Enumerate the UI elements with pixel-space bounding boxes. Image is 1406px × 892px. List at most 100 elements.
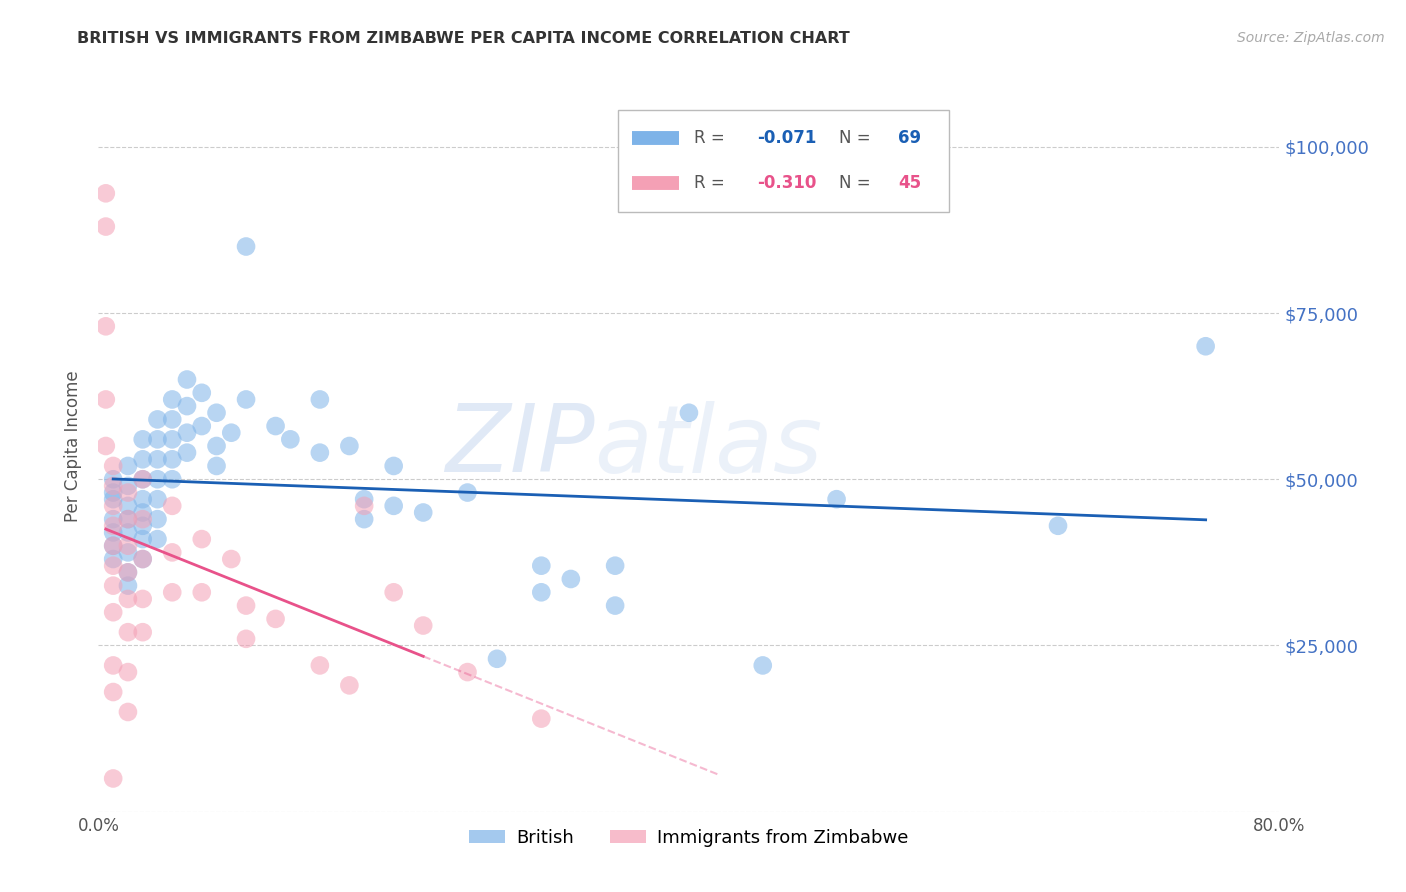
Point: [117, 545, 139, 559]
Point: [825, 492, 848, 507]
Point: [382, 499, 405, 513]
Point: [103, 605, 125, 619]
Point: [205, 439, 228, 453]
Point: [132, 532, 155, 546]
Point: [678, 406, 700, 420]
Point: [176, 372, 198, 386]
Point: [132, 552, 155, 566]
Point: [530, 712, 553, 726]
Point: [132, 433, 155, 447]
Point: [117, 512, 139, 526]
Point: [280, 433, 302, 447]
Text: N =: N =: [839, 129, 876, 147]
Point: [309, 392, 332, 407]
Point: [235, 392, 257, 407]
Point: [353, 512, 375, 526]
Point: [146, 412, 169, 426]
Point: [146, 452, 169, 467]
Point: [235, 599, 257, 613]
Point: [94, 392, 117, 407]
Point: [103, 472, 125, 486]
Text: BRITISH VS IMMIGRANTS FROM ZIMBABWE PER CAPITA INCOME CORRELATION CHART: BRITISH VS IMMIGRANTS FROM ZIMBABWE PER …: [77, 31, 851, 46]
Point: [117, 566, 139, 580]
Point: [162, 392, 183, 407]
Point: [103, 518, 125, 533]
Point: [103, 539, 125, 553]
Point: [117, 525, 139, 540]
Point: [412, 618, 434, 632]
Text: R =: R =: [693, 129, 730, 147]
Point: [205, 458, 228, 473]
Point: [191, 532, 214, 546]
Point: [103, 685, 125, 699]
Point: [382, 458, 405, 473]
Point: [221, 552, 243, 566]
Point: [339, 678, 361, 692]
Point: [162, 499, 183, 513]
Point: [339, 439, 361, 453]
Text: atlas: atlas: [595, 401, 823, 491]
Point: [103, 539, 125, 553]
Point: [605, 599, 627, 613]
Point: [117, 512, 139, 526]
FancyBboxPatch shape: [619, 110, 949, 212]
Y-axis label: Per Capita Income: Per Capita Income: [65, 370, 83, 522]
Point: [132, 472, 155, 486]
Point: [117, 458, 139, 473]
Point: [530, 558, 553, 573]
Point: [117, 485, 139, 500]
Point: [132, 591, 155, 606]
Text: Source: ZipAtlas.com: Source: ZipAtlas.com: [1237, 31, 1385, 45]
Point: [132, 506, 155, 520]
Point: [103, 479, 125, 493]
Point: [457, 485, 479, 500]
Point: [94, 319, 117, 334]
Point: [94, 439, 117, 453]
Point: [605, 558, 627, 573]
Point: [94, 186, 117, 201]
Point: [176, 445, 198, 459]
Point: [162, 585, 183, 599]
Text: -0.310: -0.310: [758, 174, 817, 193]
Point: [117, 625, 139, 640]
Point: [530, 585, 553, 599]
Text: -0.071: -0.071: [758, 129, 817, 147]
Point: [146, 532, 169, 546]
Legend: British, Immigrants from Zimbabwe: British, Immigrants from Zimbabwe: [463, 822, 915, 854]
Point: [486, 652, 509, 666]
Point: [117, 591, 139, 606]
Point: [1195, 339, 1218, 353]
Point: [117, 665, 139, 679]
Point: [309, 445, 332, 459]
Point: [103, 499, 125, 513]
Point: [132, 452, 155, 467]
Text: 45: 45: [898, 174, 921, 193]
Text: 69: 69: [898, 129, 921, 147]
Point: [103, 552, 125, 566]
Point: [205, 406, 228, 420]
Point: [103, 579, 125, 593]
Point: [117, 566, 139, 580]
Point: [132, 552, 155, 566]
Point: [103, 772, 125, 786]
Point: [103, 558, 125, 573]
Point: [132, 512, 155, 526]
Point: [264, 419, 287, 434]
Point: [103, 658, 125, 673]
Point: [457, 665, 479, 679]
Point: [353, 499, 375, 513]
Point: [353, 492, 375, 507]
Point: [146, 512, 169, 526]
Point: [221, 425, 243, 440]
Point: [117, 705, 139, 719]
Point: [132, 472, 155, 486]
Point: [382, 585, 405, 599]
Point: [117, 479, 139, 493]
Point: [132, 625, 155, 640]
Point: [191, 385, 214, 400]
Point: [162, 412, 183, 426]
Point: [752, 658, 775, 673]
Text: N =: N =: [839, 174, 876, 193]
Point: [132, 518, 155, 533]
Point: [176, 399, 198, 413]
